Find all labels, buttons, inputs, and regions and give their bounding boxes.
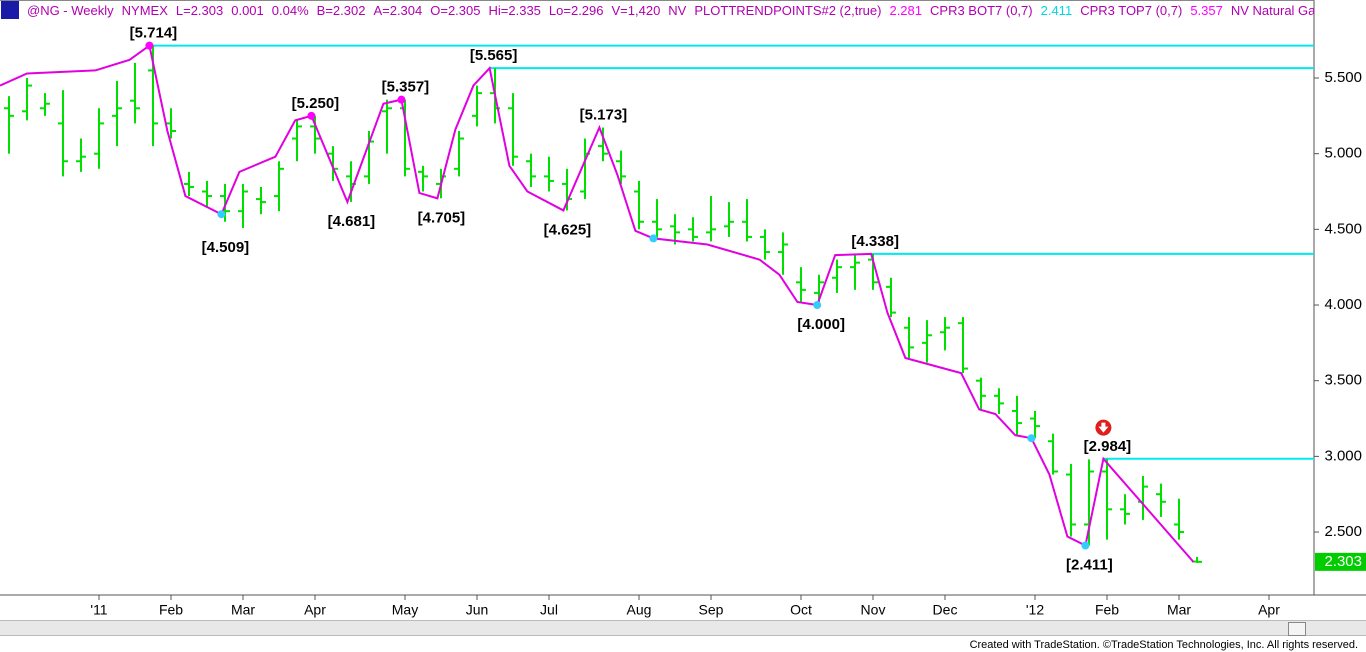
- swing-high-label: [5.173]: [580, 106, 628, 123]
- pivot-dot: [397, 95, 406, 104]
- swing-high-label: [5.357]: [382, 79, 430, 96]
- y-tick-label: 3.500: [1324, 372, 1362, 389]
- x-tick-label: Feb: [159, 602, 183, 618]
- x-tick-label: '12: [1026, 602, 1044, 618]
- x-tick-label: Sep: [699, 602, 724, 618]
- swing-high-label: [5.250]: [292, 95, 340, 112]
- y-tick-label: 4.500: [1324, 220, 1362, 237]
- swing-high-label: [5.565]: [470, 47, 518, 64]
- x-tick-label: Feb: [1095, 602, 1119, 618]
- swing-high-label: [2.984]: [1084, 438, 1132, 455]
- header-item: 2.281: [889, 2, 923, 18]
- x-tick-label: Apr: [304, 602, 326, 618]
- header-item: 0.001: [231, 2, 264, 18]
- swing-high-label: [4.338]: [851, 233, 899, 250]
- footer: Created with TradeStation. ©TradeStation…: [969, 639, 1358, 651]
- x-tick-label: Jul: [540, 602, 558, 618]
- header-item: A=2.304: [373, 2, 423, 18]
- y-tick-label: 4.000: [1324, 296, 1362, 313]
- header-item: 2.411: [1040, 2, 1073, 18]
- header-item: Hi=2.335: [488, 2, 541, 18]
- header-item: @NG - Weekly: [27, 2, 114, 18]
- swing-low-label: [4.625]: [544, 221, 592, 238]
- x-tick-label: Mar: [231, 602, 255, 618]
- last-price-tag: [1315, 552, 1366, 571]
- header: @NG - Weekly NYMEX L=2.303 0.001 0.04% B=2.30…: [0, 0, 1314, 20]
- swing-high-label: [5.714]: [130, 25, 178, 42]
- scrollbar[interactable]: [0, 620, 1366, 636]
- pivot-dot: [217, 210, 226, 219]
- signal-arrow-glyph: [1098, 422, 1109, 433]
- header-item: NV: [668, 2, 687, 18]
- x-tick-label: '11: [90, 602, 107, 618]
- x-tick-label: May: [392, 602, 418, 618]
- swing-low-label: [4.681]: [328, 213, 376, 230]
- pivot-dot: [1081, 541, 1090, 550]
- header-item: Lo=2.296: [548, 2, 604, 18]
- x-tick-label: Nov: [861, 602, 886, 618]
- pivot-dot: [307, 111, 316, 120]
- header-item: 5.357: [1190, 2, 1223, 18]
- swing-low-label: [4.705]: [418, 209, 466, 226]
- swing-low-label: [4.509]: [202, 239, 250, 256]
- header-item: NV Natural Ga: [1230, 2, 1314, 18]
- symbol-icon: [1, 1, 19, 19]
- x-tick-label: Jun: [466, 602, 489, 618]
- header-item: O=2.305: [430, 2, 481, 18]
- swing-low-label: [2.411]: [1066, 556, 1113, 573]
- x-tick-label: Aug: [627, 602, 652, 618]
- x-tick-label: Mar: [1167, 602, 1191, 618]
- y-tick-label: 3.000: [1324, 447, 1362, 464]
- last-price-label: 2.303: [1324, 553, 1362, 570]
- pivot-dot: [1027, 434, 1036, 443]
- header-item: V=1,420: [611, 2, 661, 18]
- y-tick-label: 2.500: [1324, 523, 1362, 540]
- header-item: NYMEX: [121, 2, 168, 18]
- header-item: CPR3 BOT7 (0,7): [930, 2, 1033, 18]
- pivot-dot: [649, 234, 658, 243]
- x-tick-label: Oct: [790, 602, 812, 618]
- x-tick-label: Apr: [1258, 602, 1280, 618]
- header-item: 0.04%: [271, 2, 309, 18]
- x-tick-label: Dec: [933, 602, 958, 618]
- swing-low-label: [4.000]: [797, 316, 845, 333]
- scroll-thumb[interactable]: [1288, 622, 1306, 636]
- header-item: CPR3 TOP7 (0,7): [1080, 2, 1183, 18]
- pivot-dot: [145, 41, 154, 50]
- plot-area: [0, 22, 1314, 595]
- header-item: PLOTTRENDPOINTS#2 (2,true): [694, 2, 882, 18]
- header-item: B=2.302: [316, 2, 366, 18]
- y-tick-label: 5.500: [1324, 69, 1362, 86]
- trend-line: [0, 43, 1195, 563]
- y-tick-label: 5.000: [1324, 145, 1362, 162]
- header-item: L=2.303: [175, 2, 224, 18]
- pivot-dot: [813, 301, 822, 310]
